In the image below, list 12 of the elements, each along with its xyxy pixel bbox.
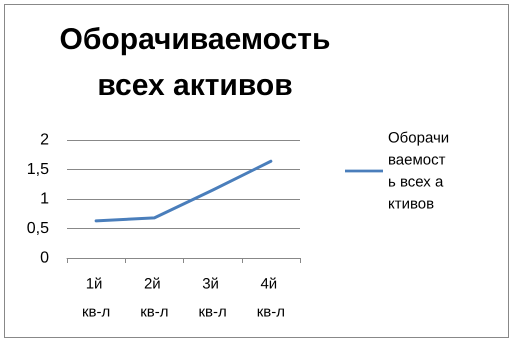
x-tick-label: 2й кв-л xyxy=(140,276,169,320)
legend-label: Оборачиваемость всех активов xyxy=(388,130,450,212)
x-tick-label: 3й кв-л xyxy=(198,276,227,320)
y-tick-label: 1,5 xyxy=(26,161,50,178)
chart-title: Оборачиваемость всех активов xyxy=(58,22,332,104)
line-series xyxy=(94,160,272,222)
y-tick-label: 0 xyxy=(40,250,50,266)
y-tick-label: 1 xyxy=(40,190,50,208)
x-tick-label: 4й кв-л xyxy=(256,276,286,320)
y-tick-label: 2 xyxy=(40,132,50,148)
y-tick-label: 0,5 xyxy=(26,220,50,237)
x-tick-label: 1й кв-л xyxy=(82,276,110,320)
